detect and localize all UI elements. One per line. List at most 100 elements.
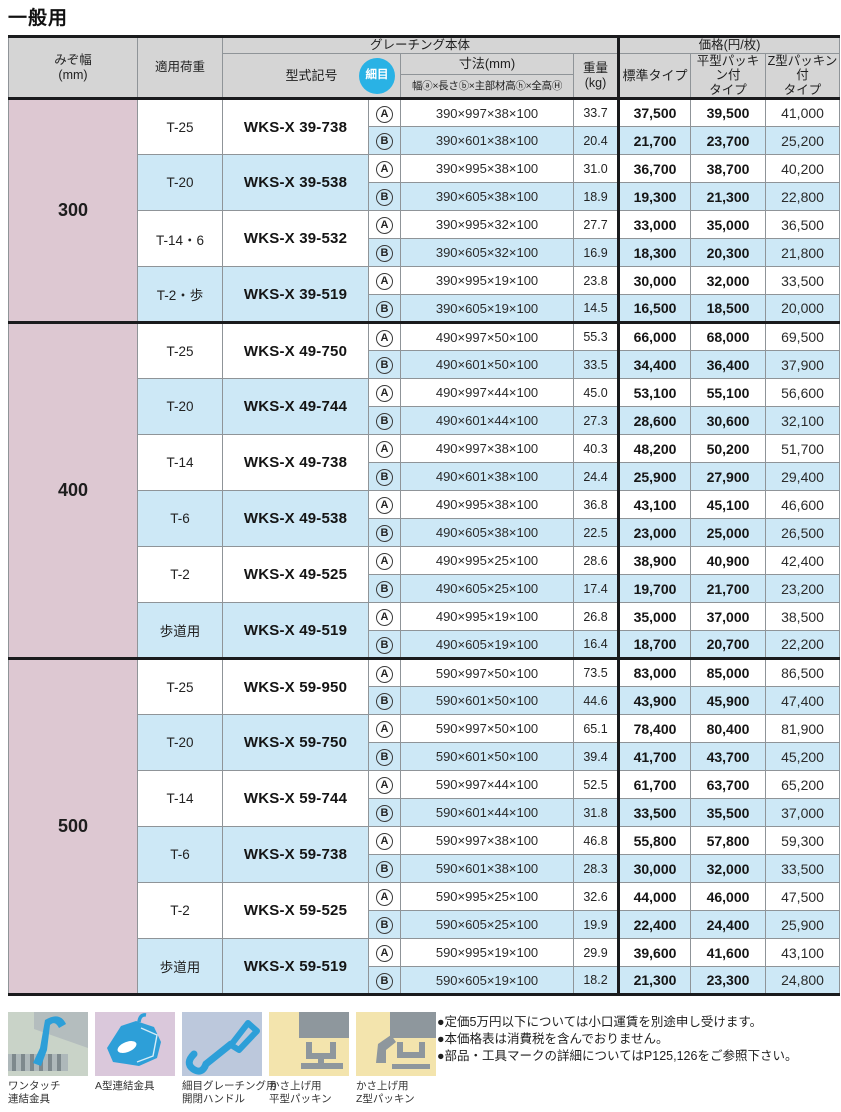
price-z-packing-cell: 43,100: [765, 938, 841, 968]
header-weight: 重量 (kg): [572, 52, 620, 100]
weight-cell: 33.7: [572, 97, 620, 128]
price-z-packing-cell: 81,900: [765, 714, 841, 744]
weight-cell: 65.1: [572, 714, 620, 744]
price-flat-packing-cell: 32,000: [690, 266, 767, 296]
legend-item: 細目グレーチング用 開閉ハンドル: [182, 1012, 277, 1106]
legend-item: A型連結金具: [95, 1012, 175, 1106]
variant-a-mark-icon: A: [376, 721, 393, 739]
price-flat-packing-cell: 80,400: [690, 714, 767, 744]
variant-mark-cell: A: [368, 378, 401, 408]
applied-load-cell: T-2・歩: [137, 266, 223, 324]
table-row: B 590×601×38×100 28.3 30,000 32,000 33,500: [9, 854, 841, 884]
weight-cell: 55.3: [572, 321, 620, 352]
model-code-cell: WKS-X 49-525: [222, 546, 369, 604]
price-standard-cell: 38,900: [617, 546, 692, 576]
variant-mark-cell: A: [368, 938, 401, 968]
variant-mark-cell: A: [368, 770, 401, 800]
header-dimensions: 寸法(mm): [400, 53, 574, 75]
variant-mark-cell: A: [368, 714, 401, 744]
header-type-z-packing: Z型パッキン付 タイプ: [765, 52, 841, 100]
header-groove-width: みぞ幅 (mm): [8, 35, 138, 100]
price-standard-cell: 25,900: [617, 462, 692, 492]
variant-mark-cell: B: [368, 126, 401, 156]
price-flat-packing-cell: 18,500: [690, 294, 767, 324]
variant-a-mark-icon: A: [376, 889, 393, 907]
applied-load-cell: T-14・6: [137, 210, 223, 268]
dimensions-cell: 590×605×19×100: [400, 966, 574, 996]
weight-cell: 16.4: [572, 630, 620, 660]
model-code-cell: WKS-X 49-744: [222, 378, 369, 436]
model-code-cell: WKS-X 59-744: [222, 770, 369, 828]
note: ●定価5万円以下については小口運賃を別途申し受けます。: [437, 1015, 763, 1030]
price-flat-packing-cell: 50,200: [690, 434, 767, 464]
table-row: T-14 WKS-X 49-738 A 490×997×38×100 40.3 48,20…: [9, 434, 841, 492]
price-flat-packing-cell: 46,000: [690, 882, 767, 912]
price-standard-cell: 61,700: [617, 770, 692, 800]
groove-width-cell: 300: [8, 97, 138, 324]
variant-mark-cell: B: [368, 574, 401, 604]
model-code-cell: WKS-X 39-738: [222, 97, 369, 156]
dimensions-cell: 590×997×38×100: [400, 826, 574, 856]
variant-b-mark-icon: B: [376, 133, 393, 151]
dimensions-cell: 490×995×25×100: [400, 546, 574, 576]
variant-b-mark-icon: B: [376, 861, 393, 879]
price-standard-cell: 55,800: [617, 826, 692, 856]
variant-a-mark-icon: A: [376, 833, 393, 851]
table-row: T-2 WKS-X 49-525 A 490×995×25×100 28.6 38,900…: [9, 546, 841, 604]
weight-cell: 44.6: [572, 686, 620, 716]
price-z-packing-cell: 36,500: [765, 210, 841, 240]
model-code-cell: WKS-X 39-538: [222, 154, 369, 212]
variant-mark-cell: B: [368, 350, 401, 380]
variant-a-mark-icon: A: [376, 553, 393, 571]
table-header: みぞ幅 (mm) 適用荷重 グレーチング本体 価格(円/枚) 型式記号 細目 寸法…: [8, 35, 841, 100]
price-flat-packing-cell: 45,900: [690, 686, 767, 716]
price-flat-packing-cell: 36,400: [690, 350, 767, 380]
dimensions-cell: 390×605×32×100: [400, 238, 574, 268]
dimensions-cell: 490×601×50×100: [400, 350, 574, 380]
raising-z-packing-icon: [356, 1012, 436, 1077]
price-z-packing-cell: 21,800: [765, 238, 841, 268]
model-code-cell: WKS-X 49-738: [222, 434, 369, 492]
price-flat-packing-cell: 23,300: [690, 966, 767, 996]
price-standard-cell: 21,300: [617, 966, 692, 996]
variant-b-mark-icon: B: [376, 749, 393, 767]
price-z-packing-cell: 47,400: [765, 686, 841, 716]
table-row: 300 T-25 WKS-X 39-738 A 390×997×38×100 33.7 37…: [8, 97, 841, 324]
price-flat-packing-cell: 20,700: [690, 630, 767, 660]
variant-a-mark-icon: A: [376, 329, 393, 347]
price-standard-cell: 33,000: [617, 210, 692, 240]
price-flat-packing-cell: 43,700: [690, 742, 767, 772]
applied-load-cell: T-20: [137, 378, 223, 436]
table-row: B 390×605×38×100 18.9 19,300 21,300 22,800: [9, 182, 841, 212]
applied-load-cell: 歩道用: [137, 938, 223, 996]
dimensions-cell: 390×997×38×100: [400, 97, 574, 128]
dimensions-cell: 390×995×32×100: [400, 210, 574, 240]
weight-cell: 73.5: [572, 657, 620, 688]
variant-b-mark-icon: B: [376, 245, 393, 263]
price-z-packing-cell: 26,500: [765, 518, 841, 548]
variant-mark-cell: B: [368, 854, 401, 884]
dimensions-cell: 490×605×25×100: [400, 574, 574, 604]
dimensions-cell: 490×997×38×100: [400, 434, 574, 464]
price-standard-cell: 78,400: [617, 714, 692, 744]
applied-load-cell: T-2: [137, 546, 223, 604]
table-row: 歩道用 WKS-X 59-519 A 590×995×19×100 29.9 39,600…: [9, 938, 841, 996]
applied-load-cell: T-6: [137, 826, 223, 884]
price-standard-cell: 28,600: [617, 406, 692, 436]
applied-load-cell: T-6: [137, 490, 223, 548]
table-row: T-2 WKS-X 59-525 A 590×995×25×100 32.6 44,000…: [9, 882, 841, 940]
price-standard-cell: 41,700: [617, 742, 692, 772]
price-standard-cell: 18,700: [617, 630, 692, 660]
dimensions-cell: 390×995×19×100: [400, 266, 574, 296]
legend-item: かさ上げ用 平型パッキン: [269, 1012, 349, 1106]
dimensions-cell: 590×995×25×100: [400, 882, 574, 912]
variant-a-mark-icon: A: [376, 273, 393, 291]
variant-mark-cell: B: [368, 462, 401, 492]
table-row: T-20 WKS-X 59-750 A 590×997×50×100 65.1 78,40…: [9, 714, 841, 772]
price-standard-cell: 36,700: [617, 154, 692, 184]
price-flat-packing-cell: 41,600: [690, 938, 767, 968]
groove-width-cell: 500: [8, 657, 138, 996]
price-standard-cell: 21,700: [617, 126, 692, 156]
price-standard-cell: 19,700: [617, 574, 692, 604]
price-flat-packing-cell: 37,000: [690, 602, 767, 632]
